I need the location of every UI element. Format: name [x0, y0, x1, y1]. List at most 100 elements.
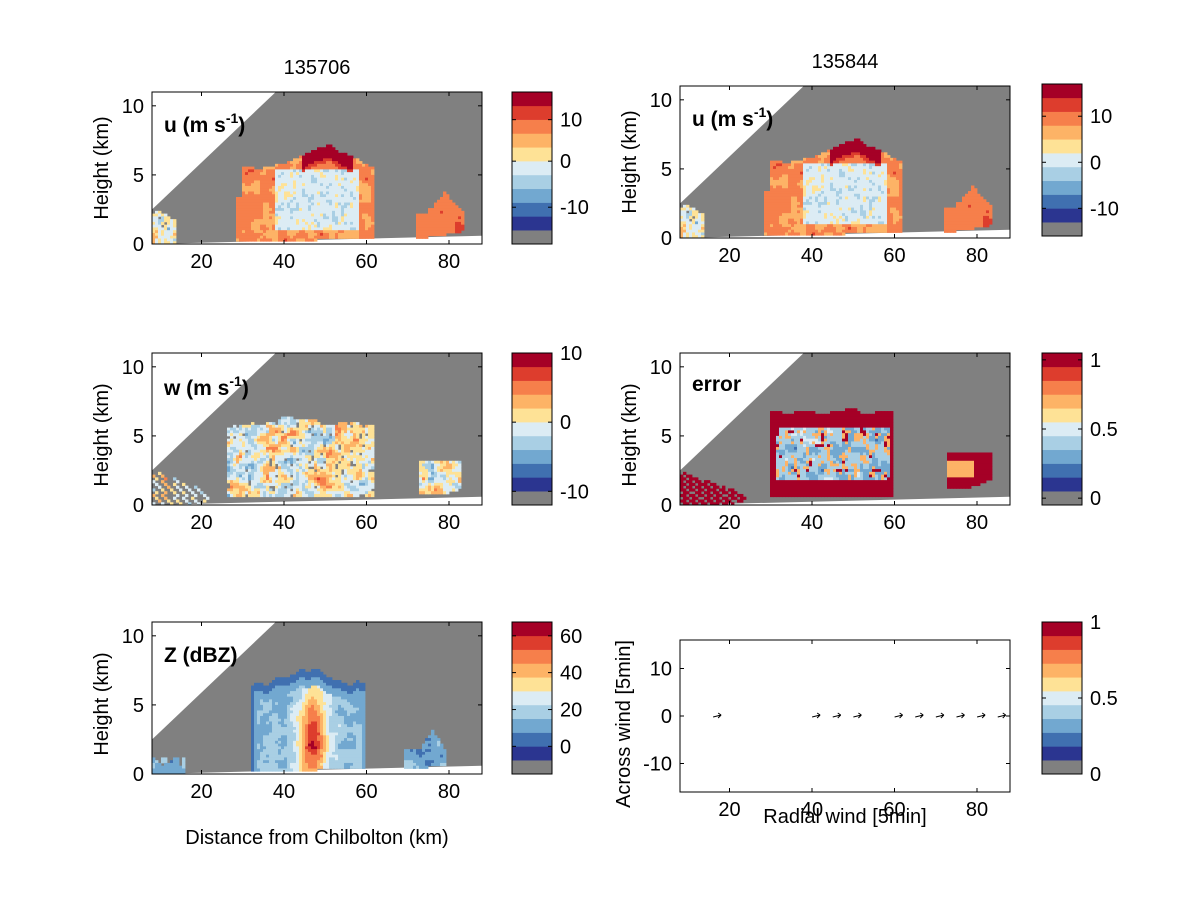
colorbar-swatch [1042, 84, 1082, 99]
heatmap-cell [962, 221, 966, 225]
heatmap-cell [236, 202, 240, 206]
heatmap-cell [776, 226, 780, 231]
heatmap-cell [260, 188, 264, 192]
heatmap-cell [431, 466, 435, 470]
x-tick-label: 80 [966, 245, 988, 267]
heatmap-cell [851, 174, 855, 178]
heatmap-cell [458, 471, 462, 475]
heatmap-cell [800, 221, 804, 225]
heatmap-cell [839, 185, 843, 189]
heatmap-cell [881, 218, 885, 222]
heatmap-cell [722, 488, 726, 492]
heatmap-cell [773, 224, 777, 228]
heatmap-cell [257, 202, 261, 206]
heatmap-cell [167, 232, 171, 237]
heatmap-cell [257, 216, 261, 220]
heatmap-cell [344, 216, 348, 220]
heatmap-cell [695, 213, 699, 217]
heatmap-cell [284, 205, 288, 209]
heatmap-cell [356, 224, 360, 228]
heatmap-cell [701, 488, 705, 492]
heatmap-cell [776, 177, 780, 181]
heatmap-cell [794, 185, 798, 189]
heatmap-cell [854, 157, 858, 162]
heatmap-cell [350, 208, 354, 212]
heatmap-cell [239, 488, 243, 492]
heatmap-cell [443, 213, 447, 217]
heatmap-cell [809, 179, 813, 184]
heatmap-cell [254, 188, 258, 192]
heatmap-cell [842, 196, 846, 200]
heatmap-cell [227, 449, 231, 453]
heatmap-cell [317, 488, 321, 492]
heatmap-cell [263, 455, 267, 459]
heatmap-cell [248, 199, 252, 203]
heatmap-cell [326, 208, 330, 212]
heatmap-cell [317, 147, 321, 151]
heatmap-cell [362, 235, 366, 239]
heatmap-cell [779, 182, 783, 186]
heatmap-cell [803, 224, 807, 228]
heatmap-cell [764, 229, 768, 233]
heatmap-cell [785, 213, 789, 217]
heatmap-cell [428, 230, 432, 234]
heatmap-cell [422, 488, 426, 492]
heatmap-cell [779, 226, 783, 231]
heatmap-cell [791, 229, 795, 233]
heatmap-cell [818, 177, 822, 181]
heatmap-cell [980, 221, 984, 225]
heatmap-cell [857, 185, 861, 189]
heatmap-cell [236, 444, 240, 448]
heatmap-cell [269, 191, 273, 195]
heatmap-cell [344, 455, 348, 459]
heatmap-cell [284, 197, 288, 201]
heatmap-cell [455, 485, 459, 489]
heatmap-cell [284, 183, 288, 187]
heatmap-cell [275, 180, 279, 184]
heatmap-cell [839, 191, 843, 195]
heatmap-cell [701, 224, 705, 228]
heatmap-cell [455, 463, 459, 467]
heatmap-cell [437, 208, 441, 212]
heatmap-cell [461, 213, 465, 217]
heatmap-cell [311, 163, 315, 168]
heatmap-cell [680, 232, 684, 236]
heatmap-cell [308, 155, 312, 159]
heatmap-cell [242, 466, 246, 470]
heatmap-cell [257, 188, 261, 192]
heatmap-cell [266, 177, 270, 181]
heatmap-cell [860, 221, 864, 225]
heatmap-cell [272, 444, 276, 448]
heatmap-cell [257, 433, 261, 437]
heatmap-cell [251, 219, 255, 223]
heatmap-cell [788, 226, 792, 231]
heatmap-cell [875, 218, 879, 222]
heatmap-cell [815, 174, 819, 178]
heatmap-cell [314, 152, 318, 156]
heatmap-cell [155, 224, 159, 228]
heatmap-cell [800, 229, 804, 233]
heatmap-cell [971, 224, 975, 228]
heatmap-cell [452, 460, 456, 464]
panel-label: u (m s-1) [164, 110, 245, 137]
heatmap-cell [278, 197, 282, 201]
heatmap-cell [155, 477, 159, 481]
heatmap-cell [368, 183, 372, 187]
heatmap-cell [245, 463, 249, 467]
heatmap-cell [260, 449, 264, 453]
heatmap-cell [233, 441, 237, 445]
heatmap-cell [338, 463, 342, 467]
heatmap-cell [461, 210, 465, 214]
heatmap-cell [446, 460, 450, 464]
heatmap-cell [878, 215, 882, 220]
heatmap-cell [251, 493, 255, 498]
heatmap-cell [773, 166, 777, 170]
heatmap-cell [311, 238, 315, 242]
heatmap-cell [974, 188, 978, 192]
heatmap-cell [260, 191, 264, 195]
heatmap-cell [335, 208, 339, 212]
heatmap-cell [266, 452, 270, 456]
heatmap-cell [854, 185, 858, 189]
heatmap-cell [296, 180, 300, 184]
heatmap-cell [830, 155, 834, 159]
